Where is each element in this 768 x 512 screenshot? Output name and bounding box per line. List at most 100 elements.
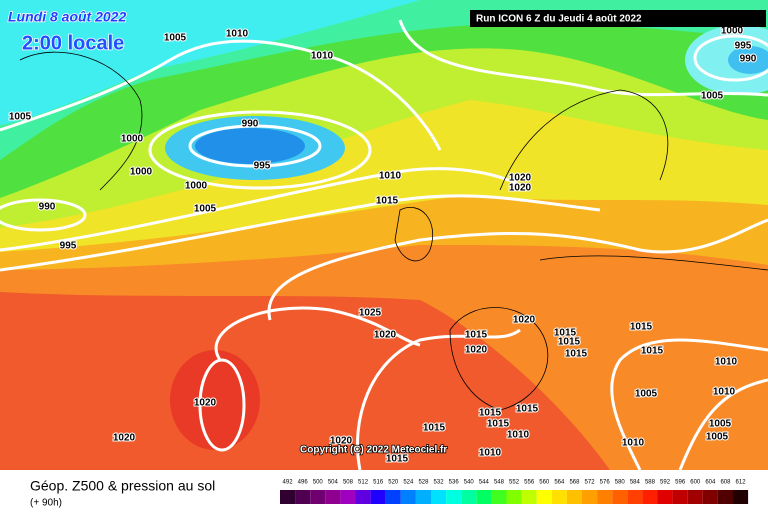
isobar-label: 1010 <box>311 51 334 62</box>
isobar-label: 1015 <box>386 454 409 465</box>
isobar-label: 1010 <box>622 438 645 449</box>
scale-label: 580 <box>615 480 626 486</box>
scale-swatch <box>340 490 356 504</box>
scale-swatch <box>551 490 567 504</box>
scale-swatch <box>506 490 522 504</box>
isobar-label: 1000 <box>721 26 744 37</box>
scale-label: 504 <box>328 480 339 486</box>
isobar-label: 1000 <box>185 181 208 192</box>
zone-cyan <box>0 0 420 125</box>
scale-label: 604 <box>705 480 716 486</box>
scale-label: 508 <box>343 480 354 486</box>
scale-swatch <box>521 490 537 504</box>
scale-label: 600 <box>690 480 701 486</box>
isobar-label: 1015 <box>376 196 399 207</box>
isobar-label: 1010 <box>507 430 530 441</box>
isobar-label: 1020 <box>330 436 353 447</box>
isobar-label: 1015 <box>487 419 510 430</box>
scale-label: 572 <box>585 480 596 486</box>
scale-label: 560 <box>539 480 550 486</box>
scale-swatch <box>280 490 296 504</box>
isobar-label: 1005 <box>635 389 658 400</box>
isobar-label: 1010 <box>713 387 736 398</box>
scale-label: 528 <box>418 480 429 486</box>
isobar-label: 1010 <box>479 448 502 459</box>
isobar-label: 1010 <box>379 171 402 182</box>
isobar-label: 1005 <box>701 91 724 102</box>
scale-label: 556 <box>524 480 535 486</box>
scale-label: 592 <box>660 480 671 486</box>
scale-swatch <box>657 490 673 504</box>
scale-swatch <box>295 490 311 504</box>
isobar-label: 1005 <box>709 419 732 430</box>
isobar-label: 1015 <box>516 404 539 415</box>
scale-swatch <box>627 490 643 504</box>
isobar-label: 990 <box>39 202 56 213</box>
scale-label: 536 <box>449 480 460 486</box>
map-time: 2:00 locale <box>22 32 124 54</box>
scale-label: 544 <box>479 480 490 486</box>
isobar-label: 1010 <box>226 29 249 40</box>
footer-title: Géop. Z500 & pression au sol <box>30 478 215 494</box>
scale-label: 500 <box>313 480 324 486</box>
isobar-labels: 1005 1010 1010 1005 990 1000 995 1000 1000 1005 99… <box>8 25 758 466</box>
isobar-label: 1015 <box>423 423 446 434</box>
coastlines <box>19 51 768 411</box>
scale-swatch <box>415 490 431 504</box>
isobar-label: 1020 <box>465 345 488 356</box>
isobar-label: 995 <box>254 161 271 172</box>
isobar-label: 1015 <box>558 337 581 348</box>
scale-label: 516 <box>373 480 384 486</box>
scale-swatch <box>385 490 401 504</box>
scale-swatch <box>687 490 703 504</box>
scale-label: 552 <box>509 480 520 486</box>
scale-swatch <box>672 490 688 504</box>
isobar-label: 990 <box>740 54 757 65</box>
scale-swatch <box>582 490 598 504</box>
scale-swatch <box>355 490 371 504</box>
scale-label: 540 <box>464 480 475 486</box>
isobar-label: 1025 <box>359 308 382 319</box>
scale-label: 520 <box>388 480 399 486</box>
isobar-label: 995 <box>735 41 752 52</box>
scale-swatch <box>370 490 386 504</box>
scale-label: 568 <box>569 480 580 486</box>
isobar-label: 1020 <box>513 315 536 326</box>
scale-swatch <box>733 490 749 504</box>
isobar-label: 1015 <box>641 346 664 357</box>
scale-label: 564 <box>554 480 565 486</box>
isobar-label: 1005 <box>9 112 32 123</box>
copyright: Copyright (C) 2022 Meteociel.fr <box>300 445 447 456</box>
scale-label: 596 <box>675 480 686 486</box>
scale-swatch <box>717 490 733 504</box>
isobar-label: 990 <box>242 119 259 130</box>
low-ne-inner <box>728 46 768 74</box>
scale-label: 584 <box>630 480 641 486</box>
scale-swatch <box>536 490 552 504</box>
scale-label: 588 <box>645 480 656 486</box>
scale-label: 548 <box>494 480 505 486</box>
isobar-label: 1015 <box>479 408 502 419</box>
scale-swatch <box>597 490 613 504</box>
scale-swatch <box>642 490 658 504</box>
isobar-label: 1020 <box>509 183 532 194</box>
footer-lead: (+ 90h) <box>30 498 62 509</box>
scale-swatch <box>491 490 507 504</box>
isobar-label: 1005 <box>164 33 187 44</box>
scale-swatch <box>431 490 447 504</box>
scale-label: 532 <box>434 480 445 486</box>
low-inner <box>195 128 305 164</box>
scale-label: 492 <box>283 480 294 486</box>
scale-label: 612 <box>736 480 747 486</box>
scale-swatch <box>400 490 416 504</box>
isobar-label: 1015 <box>565 349 588 360</box>
isobar-label: 1005 <box>706 432 729 443</box>
isobar-label: 1000 <box>121 134 144 145</box>
isobar-label: 1000 <box>130 167 153 178</box>
scale-label: 608 <box>720 480 731 486</box>
isobar-label: 1015 <box>630 322 653 333</box>
run-box <box>470 10 766 27</box>
map-date: Lundi 8 août 2022 <box>8 9 126 25</box>
scale-swatch <box>566 490 582 504</box>
